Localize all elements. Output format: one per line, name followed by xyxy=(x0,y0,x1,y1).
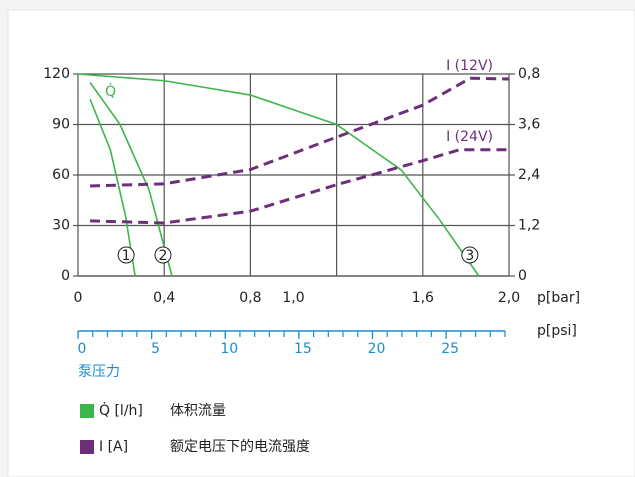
psi-tick-label: 5 xyxy=(151,341,160,357)
psi-axis-label: p[psi] xyxy=(537,323,577,339)
y-tick-label: 60 xyxy=(52,167,70,183)
y2-tick-label: 3,6 xyxy=(518,117,540,133)
legend-symbol: Q̇ [l/h] xyxy=(99,402,143,419)
y2-tick-label: 0,8 xyxy=(518,66,540,82)
curve xyxy=(77,73,480,277)
psi-tick-label: 25 xyxy=(441,341,459,357)
y2-tick-label: 1,2 xyxy=(518,218,540,234)
y-tick-label: 30 xyxy=(52,218,70,234)
y2-tick-label: 2,4 xyxy=(518,167,540,183)
x-tick-label: 1,0 xyxy=(282,290,304,306)
curve-marker xyxy=(117,246,135,264)
psi-axis-title: 泵压力 xyxy=(78,364,120,380)
series-label: I (24V) xyxy=(446,129,493,145)
curve xyxy=(89,81,173,277)
y2-tick-label: 0 xyxy=(518,268,527,284)
curve-marker xyxy=(461,246,479,264)
legend-symbol: I [A] xyxy=(99,439,128,455)
psi-tick-label: 0 xyxy=(78,341,87,357)
q-label: Q̇ xyxy=(105,83,116,100)
legend-swatch xyxy=(80,440,94,454)
curve xyxy=(90,76,510,188)
x-tick-label: 0,8 xyxy=(239,290,261,306)
x-axis-label: p[bar] xyxy=(537,290,580,306)
curve-label: 3 xyxy=(465,248,474,264)
legend-swatch xyxy=(80,404,94,418)
x-tick-label: 0,4 xyxy=(153,290,175,306)
psi-tick-label: 20 xyxy=(368,341,386,357)
psi-tick-label: 15 xyxy=(294,341,312,357)
x-tick-label: 1,6 xyxy=(412,290,434,306)
y-tick-label: 90 xyxy=(52,117,70,133)
curve-label: 1 xyxy=(122,248,131,264)
curve xyxy=(89,98,136,277)
psi-tick-label: 10 xyxy=(220,341,238,357)
x-tick-label: 0 xyxy=(74,290,83,306)
y-tick-label: 120 xyxy=(43,66,70,82)
curve-label: 2 xyxy=(158,248,167,264)
series-label: I (12V) xyxy=(446,58,493,74)
x-tick-label: 2,0 xyxy=(498,290,520,306)
legend-text: 额定电压下的电流强度 xyxy=(170,439,310,455)
card xyxy=(7,9,635,477)
legend-text: 体积流量 xyxy=(170,403,226,419)
curve-marker xyxy=(154,246,172,264)
y-tick-label: 0 xyxy=(61,268,70,284)
